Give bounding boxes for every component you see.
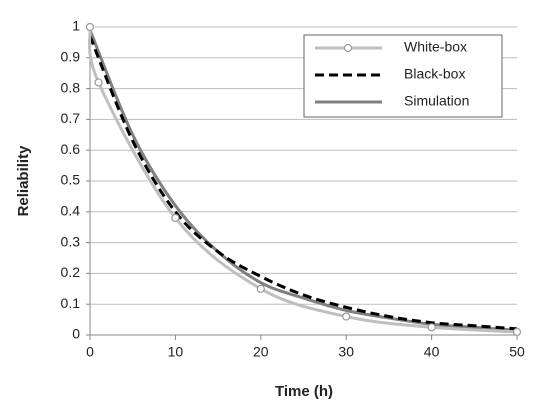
series-line (88, 29, 518, 332)
series-line (88, 35, 518, 331)
y-tick-label: 0 (72, 326, 80, 342)
y-tick-label: 1 (72, 18, 80, 34)
y-tick-label: 0.2 (61, 264, 81, 280)
series-marker (342, 312, 351, 321)
series-marker (94, 78, 103, 87)
x-tick-label: 30 (338, 344, 354, 360)
x-tick-label: 40 (424, 344, 440, 360)
y-tick-label: 0.6 (61, 141, 81, 157)
x-tick-label: 20 (253, 344, 269, 360)
series-marker (85, 22, 95, 32)
legend-label: Black-box (404, 66, 465, 82)
legend-label: White-box (404, 39, 467, 55)
y-tick-label: 0.7 (61, 110, 81, 126)
series-marker (512, 327, 522, 337)
y-tick-label: 0.1 (61, 295, 81, 311)
y-tick-label: 0.3 (61, 233, 81, 249)
x-tick-label: 0 (86, 344, 94, 360)
y-tick-label: 0.4 (61, 203, 81, 219)
x-tick-label: 10 (168, 344, 184, 360)
legend-label: Simulation (404, 93, 469, 109)
series-marker (171, 213, 180, 223)
x-tick-label: 50 (509, 344, 525, 360)
y-tick-label: 0.8 (61, 79, 81, 95)
y-tick-label: 0.9 (61, 49, 81, 65)
series-marker (427, 323, 436, 332)
y-tick-label: 0.5 (61, 172, 81, 188)
legend-marker (343, 43, 353, 53)
series-marker (256, 284, 265, 293)
x-axis-title: Time (h) (275, 383, 333, 400)
y-axis-title: Reliability (15, 145, 32, 217)
